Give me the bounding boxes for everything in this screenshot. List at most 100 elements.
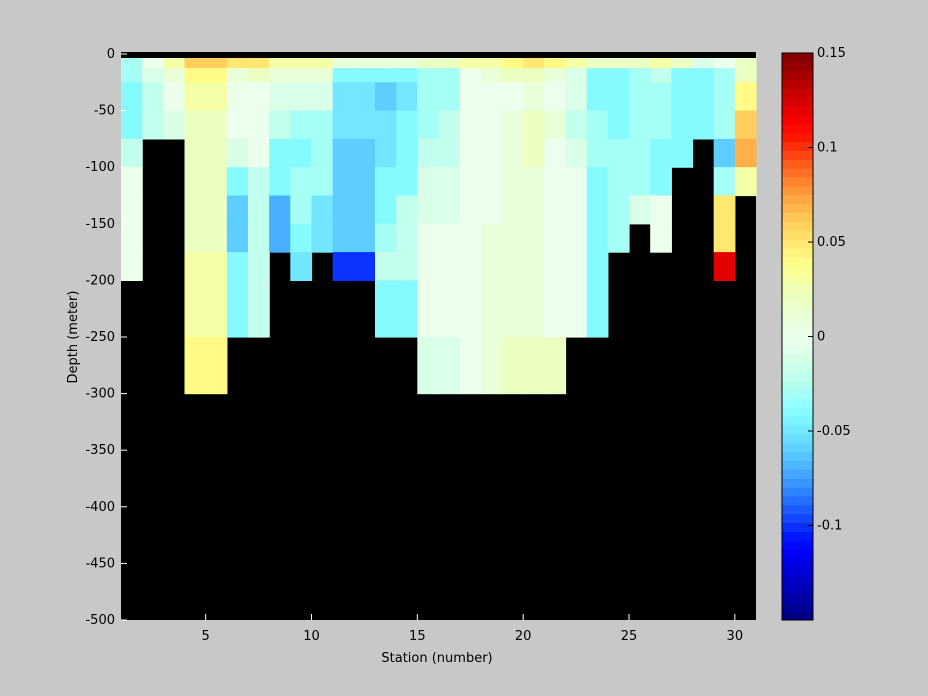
heatmap-cell: [417, 167, 440, 197]
heatmap-cell: [311, 82, 334, 112]
heatmap-cell: [523, 223, 545, 253]
heatmap-cell: [205, 167, 228, 197]
heatmap-cell: [121, 252, 143, 281]
heatmap-cell: [396, 138, 418, 168]
heatmap-cell: [544, 337, 567, 395]
colorbar-band: [782, 61, 813, 72]
heatmap-cell: [713, 68, 736, 83]
heatmap-cell: [311, 110, 334, 140]
heatmap-cell: [523, 167, 545, 197]
heatmap-cell: [459, 280, 482, 338]
colorbar-tick-label: -0.1: [817, 519, 842, 534]
colorbar-band: [782, 575, 813, 586]
heatmap-cell: [290, 82, 313, 112]
colorbar-band: [782, 363, 813, 373]
heatmap-cell: [438, 280, 461, 338]
heatmap-cell: [121, 138, 143, 168]
colorbar-band: [782, 557, 813, 568]
heatmap-cell: [269, 167, 291, 197]
heatmap-cell: [417, 138, 440, 168]
heatmap-cell: [142, 68, 164, 83]
heatmap-cell: [565, 195, 588, 225]
colorbar-band: [782, 371, 813, 382]
heatmap-cell: [332, 167, 355, 197]
heatmap-cell: [375, 167, 397, 197]
heatmap-cell: [459, 110, 482, 140]
heatmap-cell: [248, 68, 270, 83]
heatmap-cell: [459, 223, 482, 253]
x-tick-label: 10: [303, 629, 320, 644]
colorbar-band: [782, 495, 813, 506]
heatmap-cell: [205, 82, 228, 112]
heatmap-cell: [269, 110, 291, 140]
heatmap-cell: [332, 82, 355, 112]
heatmap-cell: [671, 82, 694, 112]
heatmap-cell: [375, 195, 397, 225]
heatmap-cell: [290, 252, 313, 281]
heatmap-cell: [734, 138, 757, 168]
colorbar-band: [782, 203, 813, 213]
heatmap-cell: [290, 195, 313, 225]
heatmap-cell: [269, 223, 291, 253]
colorbar-band: [782, 265, 813, 275]
heatmap-cell: [332, 68, 355, 83]
heatmap-cell: [269, 68, 291, 83]
heatmap-cell: [523, 280, 545, 338]
heatmap-cell: [713, 252, 736, 281]
heatmap-cell: [671, 138, 694, 168]
heatmap-cell: [417, 68, 440, 83]
x-tick-label: 5: [202, 629, 210, 644]
colorbar-band: [782, 442, 813, 453]
colorbar-band: [782, 274, 813, 284]
heatmap-cell: [438, 68, 461, 83]
heatmap-cell: [396, 68, 418, 83]
heatmap-cell: [607, 167, 630, 197]
colorbar-band: [782, 451, 813, 462]
colorbar-band: [782, 106, 813, 116]
heatmap-cell: [544, 252, 567, 281]
heatmap-cell: [163, 82, 186, 112]
heatmap-cell: [544, 195, 567, 225]
y-tick-label: -150: [85, 217, 115, 232]
heatmap-cell: [290, 223, 313, 253]
heatmap-cell: [523, 195, 545, 225]
heatmap-cell: [248, 82, 270, 112]
heatmap-cell: [480, 138, 503, 168]
heatmap-cell: [502, 337, 524, 395]
heatmap-cell: [544, 110, 567, 140]
heatmap-cell: [248, 167, 270, 197]
heatmap-cell: [438, 337, 461, 395]
heatmap-cell: [248, 280, 270, 338]
colorbar-band: [782, 327, 813, 337]
heatmap-cell: [713, 223, 736, 253]
heatmap-cell: [544, 280, 567, 338]
colorbar-band: [782, 256, 813, 267]
heatmap-cell: [121, 223, 143, 253]
colorbar-tick-label: 0.05: [817, 235, 846, 250]
heatmap-cell: [353, 68, 376, 83]
heatmap-cell: [629, 110, 651, 140]
colorbar-band: [782, 88, 813, 98]
heatmap-cell: [375, 138, 397, 168]
colorbar-band: [782, 159, 813, 169]
colorbar-band: [782, 540, 813, 550]
heatmap-cell: [607, 138, 630, 168]
heatmap-cell: [375, 223, 397, 253]
colorbar-gradient: [781, 52, 814, 621]
colorbar-band: [782, 97, 813, 107]
heatmap-cell: [629, 68, 651, 83]
colorbar-band: [782, 469, 813, 479]
heatmap-cell: [438, 82, 461, 112]
heatmap-cell: [205, 195, 228, 225]
heatmap-cell: [586, 280, 609, 338]
heatmap-cell: [523, 82, 545, 112]
colorbar-band: [782, 212, 813, 222]
heatmap-cell: [121, 68, 143, 83]
heatmap-cell: [396, 167, 418, 197]
heatmap-cell: [480, 252, 503, 281]
colorbar-tick-label: 0.15: [817, 46, 846, 61]
heatmap-cell: [565, 167, 588, 197]
heatmap-cell: [375, 280, 397, 338]
heatmap-cell: [417, 110, 440, 140]
